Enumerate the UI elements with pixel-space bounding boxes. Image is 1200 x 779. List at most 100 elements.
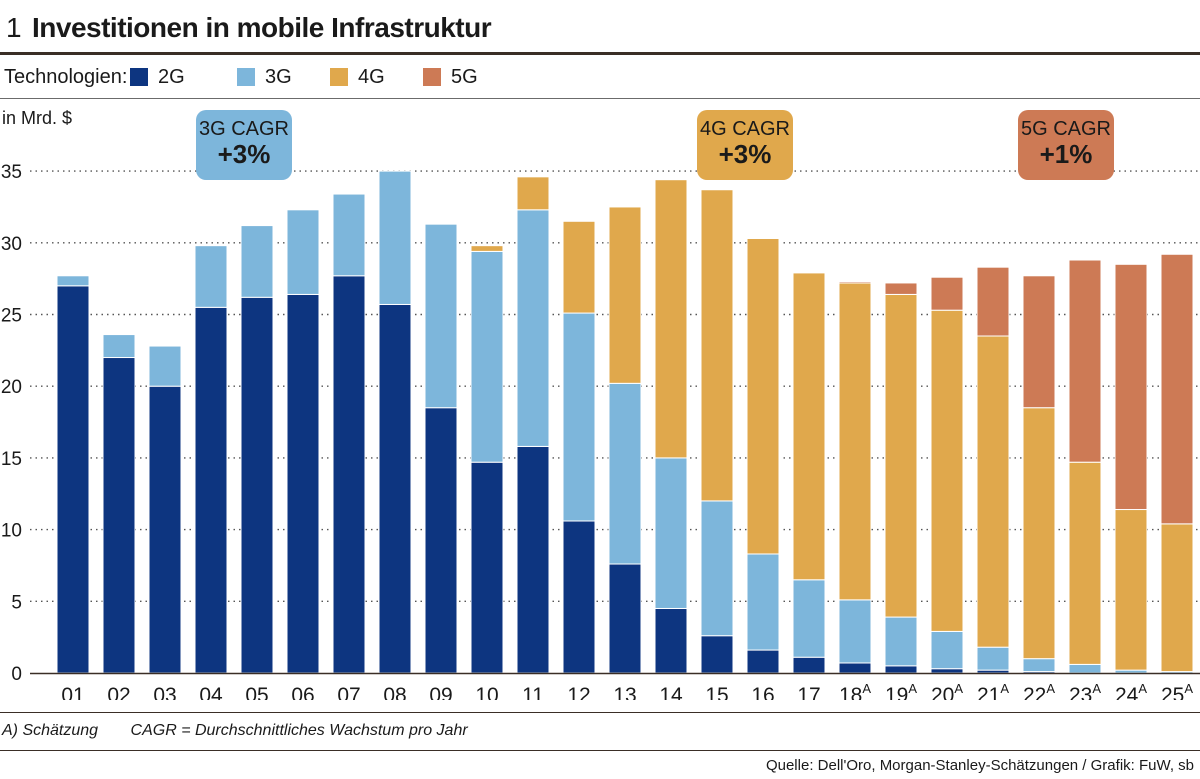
axis-bottom-rule <box>0 712 1200 713</box>
bar-04-2g <box>194 306 228 674</box>
legend-text-4g: 4G <box>358 66 385 88</box>
bar-16-3g <box>746 553 780 651</box>
x-tick-label-06: 06 <box>291 684 314 700</box>
cagr-title-3g: 3G CAGR <box>198 118 290 140</box>
bar-06-3g <box>286 209 320 295</box>
x-tick-label-16: 16 <box>751 684 774 700</box>
x-tick-label-24: 24A <box>1115 681 1147 700</box>
bar-09-2g <box>424 407 458 674</box>
x-tick-label-03: 03 <box>153 684 176 700</box>
bar-18-4g <box>838 282 872 601</box>
legend-text-5g: 5G <box>451 66 478 88</box>
x-tick-label-20: 20A <box>931 681 963 700</box>
x-tick-label-18: 18A <box>839 681 871 700</box>
footnote-cagr: CAGR = Durchschnittliches Wachstum pro J… <box>130 722 468 739</box>
bar-12-3g <box>562 312 596 522</box>
legend-swatch-3g <box>237 68 255 86</box>
bar-18-2g <box>838 662 872 674</box>
bar-01-3g <box>56 275 90 287</box>
bar-14-3g <box>654 457 688 609</box>
y-tick-label-20: 20 <box>1 377 22 398</box>
footnote-estimate: A) Schätzung <box>2 722 99 739</box>
x-tick-label-05: 05 <box>245 684 268 700</box>
legend-text-2g: 2G <box>158 66 185 88</box>
estimate-marker: A <box>1000 681 1009 696</box>
bar-21-5g <box>976 266 1010 337</box>
bar-21-4g <box>976 335 1010 648</box>
bar-21-3g <box>976 646 1010 671</box>
cagr-title-4g: 4G CAGR <box>699 118 791 140</box>
x-tick-label-07: 07 <box>337 684 360 700</box>
y-axis-unit: in Mrd. $ <box>2 108 73 128</box>
bar-16-2g <box>746 649 780 674</box>
x-tick-label-14: 14 <box>659 684 683 700</box>
bar-17-2g <box>792 656 826 674</box>
cagr-badge-3g: 3G CAGR +3% <box>196 110 292 180</box>
estimate-marker: A <box>908 681 917 696</box>
bar-12-4g <box>562 220 596 314</box>
bar-07-3g <box>332 193 366 277</box>
estimate-marker: A <box>862 681 871 696</box>
y-tick-label-15: 15 <box>1 449 22 470</box>
bar-06-2g <box>286 293 320 674</box>
x-tick-label-15: 15 <box>705 684 728 700</box>
bar-20-2g <box>930 668 964 674</box>
cagr-value-5g: +1% <box>1039 139 1093 169</box>
x-tick-label-12: 12 <box>567 684 590 700</box>
bar-16-4g <box>746 237 780 555</box>
bar-17-3g <box>792 579 826 658</box>
bar-12-2g <box>562 520 596 674</box>
bar-15-3g <box>700 500 734 637</box>
bar-07-2g <box>332 275 366 674</box>
x-tick-label-19: 19A <box>885 681 917 700</box>
bar-15-2g <box>700 635 734 674</box>
bar-08-3g <box>378 170 412 305</box>
x-tick-label-11: 11 <box>522 684 544 700</box>
x-tick-label-08: 08 <box>383 684 406 700</box>
x-tick-label-10: 10 <box>475 684 498 700</box>
legend: Technologien: 2G 3G 4G 5G <box>0 60 1200 96</box>
estimate-marker: A <box>1046 681 1055 696</box>
legend-text-3g: 3G <box>265 66 292 88</box>
bar-14-2g <box>654 607 688 674</box>
x-tick-label-04: 04 <box>199 684 223 700</box>
legend-swatch-2g <box>130 68 148 86</box>
bar-05-2g <box>240 296 274 674</box>
bar-19-5g <box>884 282 918 295</box>
bar-23-5g <box>1068 259 1102 463</box>
bar-11-4g <box>516 176 550 211</box>
bar-10-4g <box>470 245 504 252</box>
x-tick-label-01: 01 <box>61 684 84 700</box>
bar-13-4g <box>608 206 642 384</box>
bar-19-2g <box>884 665 918 674</box>
x-tick-label-22: 22A <box>1023 681 1055 700</box>
legend-rule <box>0 98 1200 99</box>
bar-22-3g <box>1022 658 1056 673</box>
y-tick-label-30: 30 <box>1 234 22 255</box>
bar-10-3g <box>470 250 504 463</box>
estimate-marker: A <box>1184 681 1193 696</box>
cagr-title-5g: 5G CAGR <box>1020 118 1112 140</box>
bar-13-2g <box>608 563 642 674</box>
x-tick-label-23: 23A <box>1069 681 1101 700</box>
source-note: Quelle: Dell'Oro, Morgan-Stanley-Schätzu… <box>765 757 1194 774</box>
bar-22-4g <box>1022 407 1056 660</box>
bar-20-3g <box>930 630 964 670</box>
bar-15-4g <box>700 189 734 502</box>
footnote-rule <box>0 750 1200 751</box>
footnotes: A) Schätzung CAGR = Durchschnittliches W… <box>2 722 496 740</box>
cagr-value-3g: +3% <box>217 139 271 169</box>
bar-23-3g <box>1068 663 1102 674</box>
bar-01-2g <box>56 285 90 674</box>
bar-20-5g <box>930 276 964 311</box>
x-tick-label-09: 09 <box>429 684 452 700</box>
legend-label: Technologien: <box>4 66 128 88</box>
figure-number: 1 <box>6 12 22 43</box>
x-tick-label-02: 02 <box>107 684 130 700</box>
legend-swatch-4g <box>330 68 348 86</box>
estimate-marker: A <box>1138 681 1147 696</box>
legend-swatch-5g <box>423 68 441 86</box>
bar-18-5g <box>838 281 872 284</box>
header: 1 Investitionen in mobile Infrastruktur <box>0 0 1200 52</box>
